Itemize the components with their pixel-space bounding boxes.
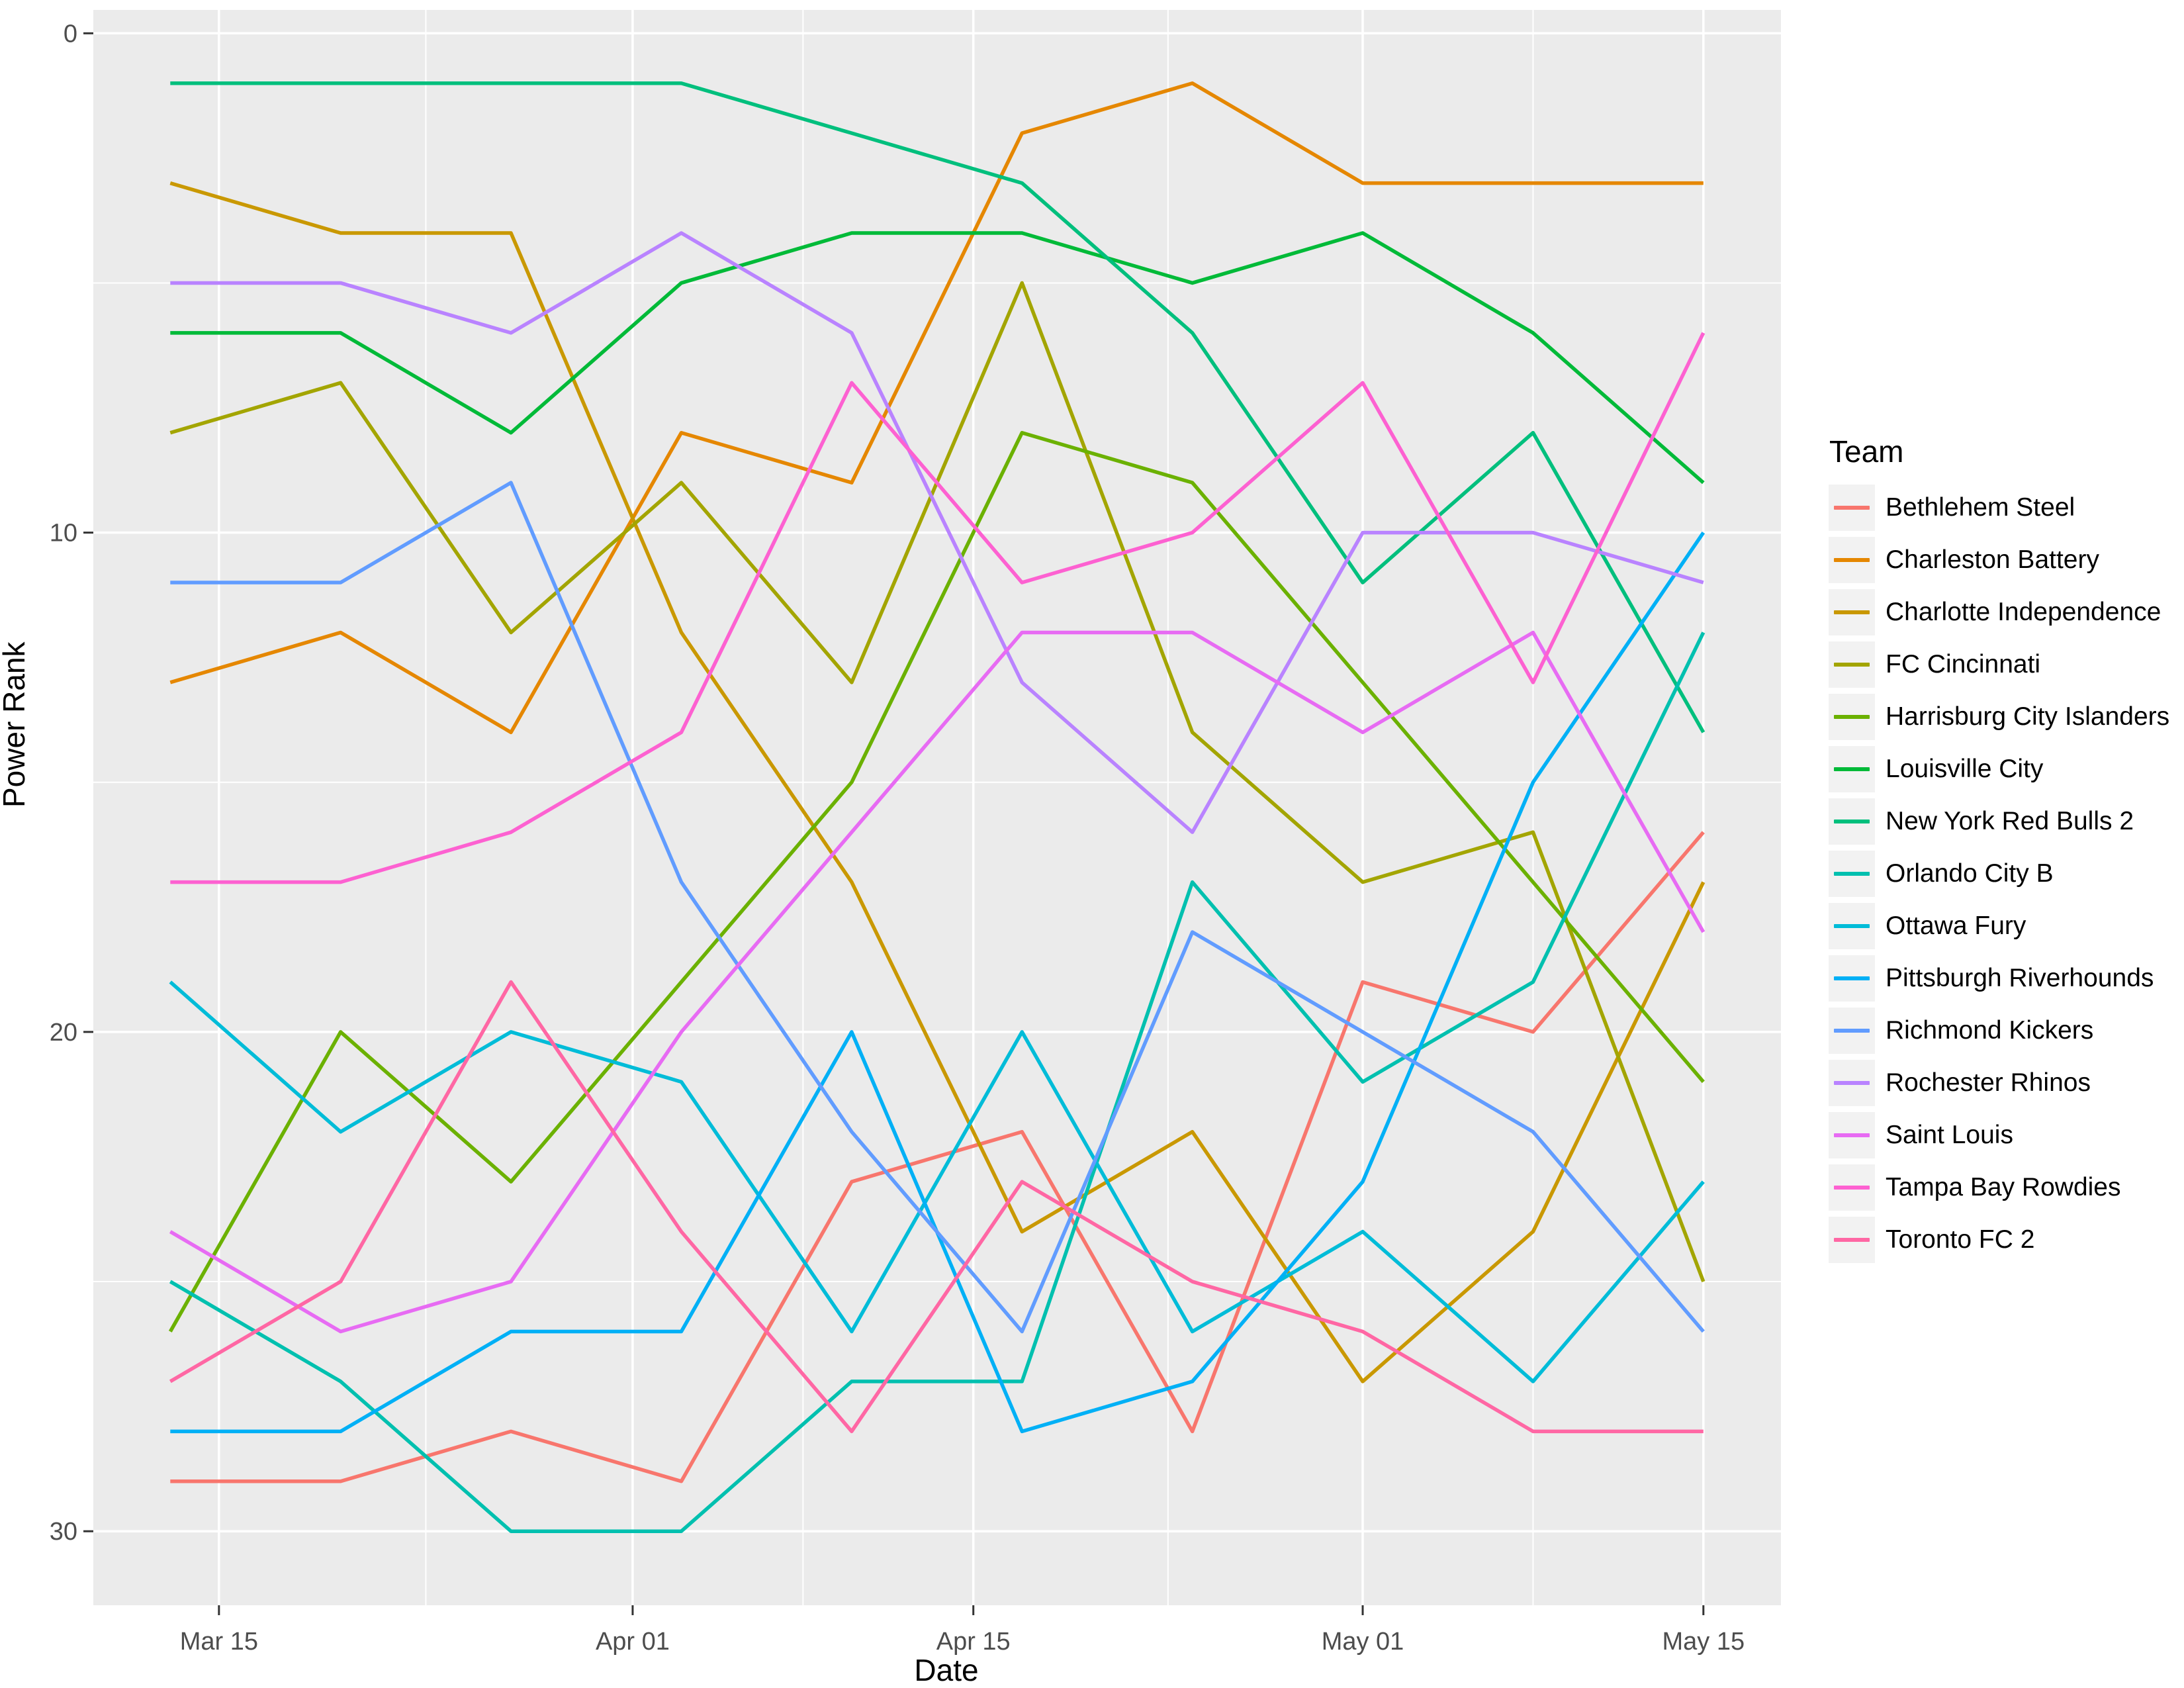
legend-item-louisville-city: Louisville City — [1829, 743, 2169, 795]
x-axis-title: Date — [0, 1652, 2184, 1688]
y-tick-label: 30 — [50, 1518, 77, 1546]
legend-key-swatch — [1829, 1164, 1875, 1211]
legend-key-line — [1834, 662, 1870, 667]
legend-label: Harrisburg City Islanders — [1886, 702, 2170, 731]
legend-key-line — [1834, 714, 1870, 719]
x-tick-label: Apr 01 — [596, 1628, 670, 1656]
legend-key-swatch — [1829, 484, 1875, 531]
legend-items: Bethlehem Steel Charleston Battery Charlot… — [1829, 481, 2169, 1266]
series-line-louisville-city — [170, 231, 1705, 485]
legend-key-line — [1834, 923, 1870, 928]
series-line-charleston-battery — [169, 81, 1704, 735]
legend-key-line — [1834, 505, 1870, 510]
legend-item-harrisburg-city-islanders: Harrisburg City Islanders — [1829, 690, 2169, 743]
series-line-toronto-fc-2 — [169, 980, 1704, 1434]
legend-key-swatch — [1829, 902, 1875, 949]
plot-panel — [93, 10, 1781, 1605]
legend-label: FC Cincinnati — [1886, 649, 2041, 679]
legend-item-saint-louis: Saint Louis — [1829, 1109, 2169, 1161]
y-tick-label: 0 — [64, 20, 77, 48]
series-line-new-york-red-bulls-2 — [170, 81, 1706, 733]
x-tick-label: May 15 — [1662, 1628, 1745, 1656]
legend-key-line — [1834, 819, 1870, 823]
series-line-richmond-kickers — [170, 481, 1705, 1334]
legend-key-line — [1834, 610, 1870, 614]
legend-label: Rochester Rhinos — [1886, 1068, 2091, 1097]
x-tick-label: Mar 15 — [180, 1628, 258, 1656]
legend-label: Ottawa Fury — [1886, 911, 2026, 940]
legend-key-swatch — [1829, 745, 1875, 792]
legend-key-line — [1834, 976, 1870, 980]
legend-key-swatch — [1829, 798, 1875, 845]
legend-key-swatch — [1829, 693, 1875, 740]
legend-label: New York Red Bulls 2 — [1886, 806, 2134, 835]
legend-label: Richmond Kickers — [1886, 1015, 2094, 1045]
legend-key-line — [1834, 767, 1870, 771]
x-axis-title-text: Date — [914, 1653, 979, 1687]
legend-key-line — [1834, 1133, 1870, 1137]
legend-label: Tampa Bay Rowdies — [1886, 1172, 2121, 1201]
legend-key-swatch — [1829, 641, 1875, 688]
legend-item-pittsburgh-riverhounds: Pittsburgh Riverhounds — [1829, 952, 2169, 1004]
legend-key-line — [1834, 1080, 1870, 1085]
legend-item-bethlehem-steel: Bethlehem Steel — [1829, 481, 2169, 534]
legend-item-toronto-fc-2: Toronto FC 2 — [1829, 1213, 2169, 1266]
legend-label: Pittsburgh Riverhounds — [1886, 963, 2154, 992]
legend-item-orlando-city-b: Orlando City B — [1829, 847, 2169, 900]
legend-key-swatch — [1829, 850, 1875, 897]
series-line-harrisburg-city-islanders — [168, 430, 1705, 1333]
legend: Team Bethlehem Steel Charleston Battery Ch… — [1829, 434, 2169, 1266]
y-tick-label: 20 — [50, 1019, 77, 1047]
legend-key-swatch — [1829, 955, 1875, 1002]
legend-key-swatch — [1829, 588, 1875, 635]
legend-key-line — [1834, 871, 1870, 876]
legend-item-charlotte-independence: Charlotte Independence — [1829, 586, 2169, 638]
y-axis-title-text: Power Rank — [0, 641, 31, 808]
legend-label: Saint Louis — [1886, 1120, 2013, 1149]
legend-key-line — [1834, 1028, 1870, 1033]
legend-key-swatch — [1829, 536, 1875, 583]
legend-title: Team — [1829, 434, 1904, 469]
legend-key-line — [1834, 1237, 1870, 1242]
legend-label: Orlando City B — [1886, 859, 2054, 888]
legend-item-charleston-battery: Charleston Battery — [1829, 534, 2169, 586]
legend-item-new-york-red-bulls-2: New York Red Bulls 2 — [1829, 795, 2169, 847]
legend-key-line — [1834, 1185, 1870, 1190]
y-tick-label: 10 — [50, 520, 77, 547]
series-line-ottawa-fury — [169, 980, 1705, 1383]
legend-item-ottawa-fury: Ottawa Fury — [1829, 900, 2169, 952]
legend-key-swatch — [1829, 1216, 1875, 1263]
x-tick-label: Apr 15 — [936, 1628, 1011, 1656]
legend-label: Toronto FC 2 — [1886, 1225, 2035, 1254]
legend-key-swatch — [1829, 1111, 1875, 1158]
y-axis-title: Power Rank — [0, 641, 32, 808]
legend-item-tampa-bay-rowdies: Tampa Bay Rowdies — [1829, 1161, 2169, 1213]
legend-label: Bethlehem Steel — [1886, 492, 2075, 522]
legend-label: Charlotte Independence — [1886, 597, 2161, 626]
legend-key-line — [1834, 557, 1870, 562]
legend-key-swatch — [1829, 1059, 1875, 1106]
legend-label: Charleston Battery — [1886, 545, 2099, 574]
legend-item-richmond-kickers: Richmond Kickers — [1829, 1004, 2169, 1056]
legend-key-swatch — [1829, 1007, 1875, 1054]
legend-item-fc-cincinnati: FC Cincinnati — [1829, 638, 2169, 690]
x-tick-label: May 01 — [1322, 1628, 1404, 1656]
series-line-orlando-city-b — [169, 632, 1706, 1533]
legend-item-rochester-rhinos: Rochester Rhinos — [1829, 1056, 2169, 1109]
series-line-tampa-bay-rowdies — [170, 332, 1706, 884]
legend-label: Louisville City — [1886, 754, 2044, 783]
series-line-saint-louis — [169, 630, 1706, 1334]
